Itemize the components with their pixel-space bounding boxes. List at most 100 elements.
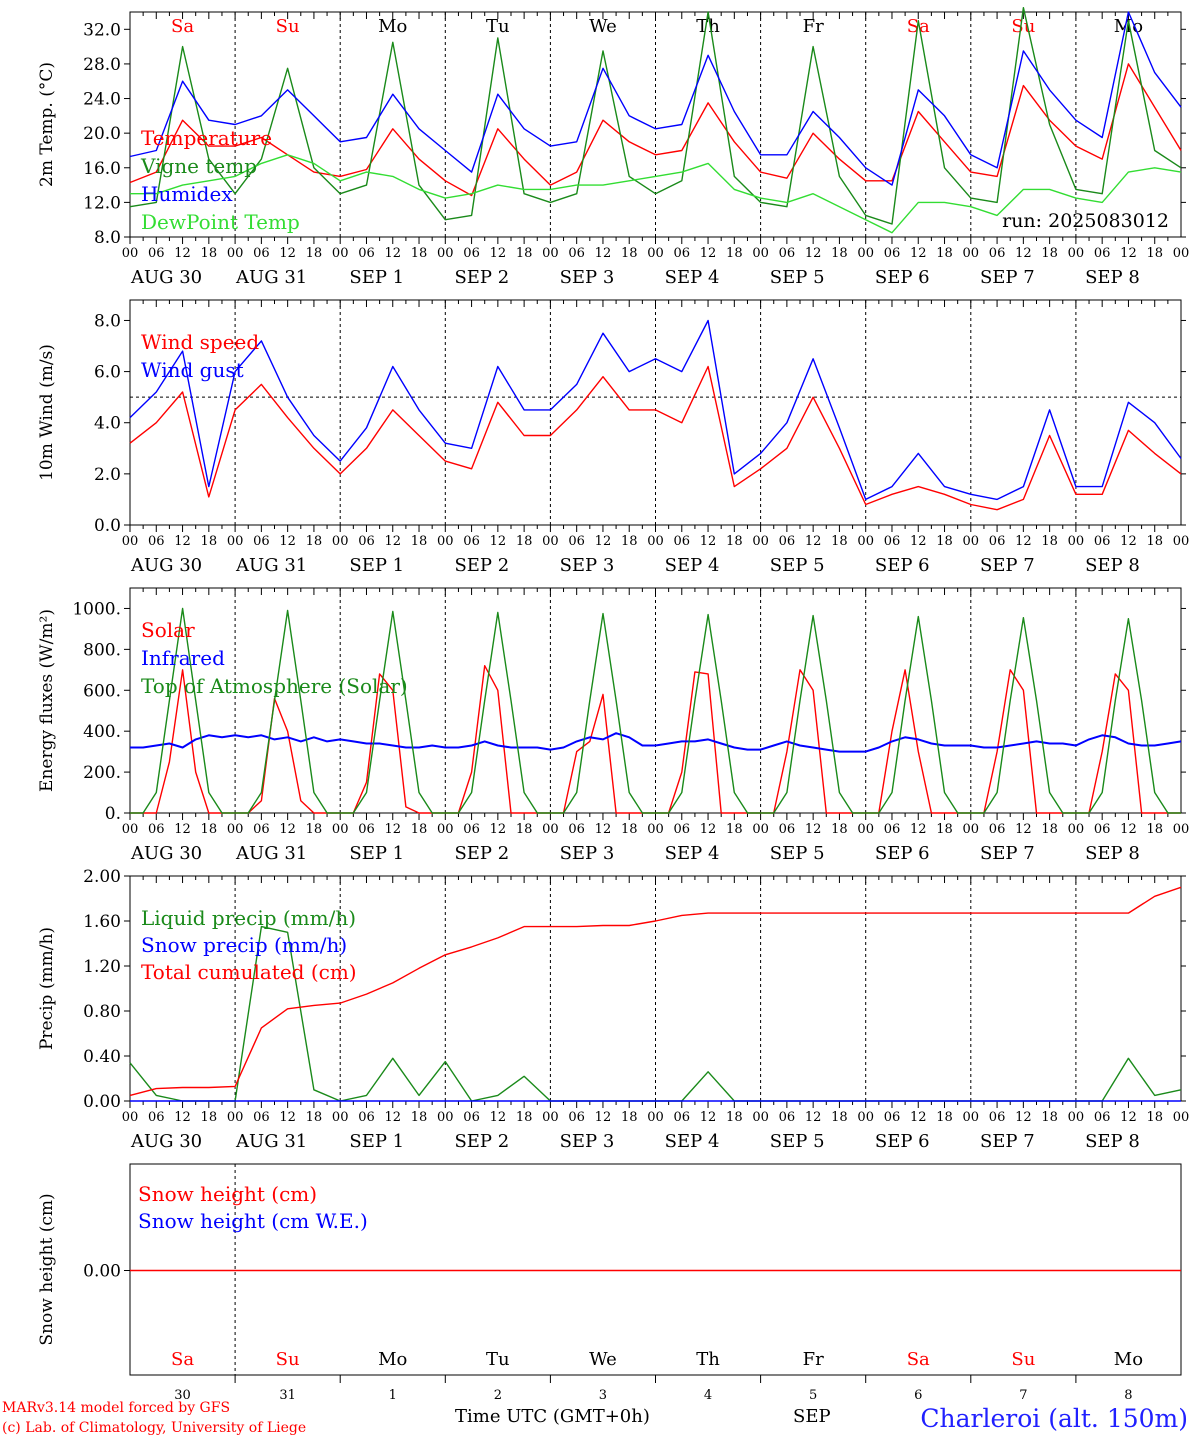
x-hour-label: 06 [884, 822, 901, 837]
series-line [129, 319, 1182, 501]
legend-entry: Wind gust [141, 358, 244, 382]
x-hour-label: 18 [1146, 246, 1163, 261]
x-date-label: SEP 8 [1085, 555, 1140, 576]
x-date-label: SEP 5 [770, 843, 825, 864]
x-hour-label: 00 [1173, 822, 1190, 837]
x-date-label: SEP 7 [980, 267, 1035, 288]
series-line [129, 886, 1182, 1097]
x-hour-label: 06 [358, 246, 375, 261]
x-hour-label: 12 [910, 534, 927, 549]
legend-entry: Temperature [141, 126, 272, 150]
x-hour-label: 00 [1173, 246, 1190, 261]
x-hour-label: 12 [384, 246, 401, 261]
legend-entry: DewPoint Temp [141, 210, 300, 234]
x-hour-label: 12 [1015, 822, 1032, 837]
x-hour-label: 00 [437, 1110, 454, 1125]
x-hour-label: 00 [542, 822, 559, 837]
x-hour-label: 06 [358, 1110, 375, 1125]
x-hour-label: 00 [857, 1110, 874, 1125]
chart-panel-2: 0.0 2.0 4.0 6.0 8.0 10m Wind (m/s) 00 06 12 18 AUG… [37, 299, 1189, 576]
day-number-label: 6 [914, 1388, 922, 1403]
x-hour-label: 06 [253, 246, 270, 261]
x-hour-label: 18 [1041, 534, 1058, 549]
x-hour-label: 18 [1146, 822, 1163, 837]
x-hour-label: 12 [1120, 822, 1137, 837]
x-hour-label: 00 [227, 1110, 244, 1125]
x-hour-label: 00 [857, 534, 874, 549]
x-hour-label: 00 [122, 1110, 139, 1125]
x-hour-label: 06 [884, 246, 901, 261]
x-hour-label: 12 [279, 246, 296, 261]
x-hour-label: 00 [752, 246, 769, 261]
x-hour-label: 06 [358, 822, 375, 837]
legend-entry: Solar [141, 618, 195, 642]
chart-panel-4: 0.00 0.40 0.80 1.20 1.60 2.00 Precip (mm/h) 00 0… [37, 867, 1189, 1152]
x-hour-label: 18 [936, 1110, 953, 1125]
x-hour-label: 12 [1015, 246, 1032, 261]
x-hour-label: 06 [568, 1110, 585, 1125]
month-label: SEP [793, 1406, 831, 1427]
x-date-label: SEP 7 [980, 555, 1035, 576]
x-date-label: SEP 8 [1085, 267, 1140, 288]
x-date-label: AUG 31 [235, 1131, 307, 1152]
x-date-label: SEP 7 [980, 1131, 1035, 1152]
weekday-label: Sa [907, 16, 930, 37]
x-hour-label: 00 [963, 1110, 980, 1125]
x-date-label: SEP 2 [454, 267, 509, 288]
x-hour-label: 06 [463, 534, 480, 549]
x-date-label: AUG 30 [130, 555, 202, 576]
x-hour-label: 06 [884, 1110, 901, 1125]
x-hour-label: 00 [122, 534, 139, 549]
x-date-label: SEP 2 [454, 555, 509, 576]
y-axis-label: Precip (mm/h) [37, 927, 57, 1050]
x-hour-label: 18 [516, 1110, 533, 1125]
legend-entry: Liquid precip (mm/h) [141, 906, 356, 930]
x-hour-label: 18 [726, 534, 743, 549]
x-hour-label: 00 [332, 534, 349, 549]
x-date-label: SEP 8 [1085, 843, 1140, 864]
weekday-label: Th [696, 1349, 720, 1370]
x-hour-label: 18 [1146, 534, 1163, 549]
y-tick-label: 800. [83, 640, 121, 660]
x-hour-label: 06 [674, 534, 691, 549]
x-hour-label: 06 [253, 534, 270, 549]
x-hour-label: 06 [674, 246, 691, 261]
weekday-label: We [589, 1349, 617, 1370]
x-hour-label: 18 [411, 534, 428, 549]
x-hour-label: 18 [516, 534, 533, 549]
legend-entry: Top of Atmosphere (Solar) [141, 674, 408, 698]
x-hour-label: 18 [831, 1110, 848, 1125]
y-tick-label: 16.0 [83, 159, 121, 179]
y-tick-label: 4.0 [94, 414, 121, 434]
x-hour-label: 18 [1041, 1110, 1058, 1125]
weekday-label: Sa [171, 16, 194, 37]
x-hour-label: 12 [700, 246, 717, 261]
y-tick-label: 2.00 [83, 867, 121, 887]
x-hour-label: 18 [1041, 246, 1058, 261]
x-hour-label: 18 [726, 1110, 743, 1125]
x-date-label: SEP 8 [1085, 1131, 1140, 1152]
weekday-label: We [589, 16, 617, 37]
x-hour-label: 18 [516, 246, 533, 261]
chart-panel-5: 0.00 Snow height (cm) Snow height (cm) Snow… [37, 1163, 1182, 1403]
x-date-label: AUG 30 [130, 843, 202, 864]
y-tick-label: 0.80 [83, 1002, 121, 1022]
weekday-label: Fr [803, 1349, 824, 1370]
x-hour-label: 12 [279, 822, 296, 837]
x-hour-label: 12 [174, 822, 191, 837]
x-date-label: AUG 30 [130, 1131, 202, 1152]
x-axis-label: Time UTC (GMT+0h) [455, 1406, 650, 1427]
x-hour-label: 00 [857, 822, 874, 837]
x-date-label: SEP 7 [980, 843, 1035, 864]
x-hour-label: 00 [752, 534, 769, 549]
x-hour-label: 06 [779, 534, 796, 549]
series-line [130, 607, 1181, 814]
x-hour-label: 06 [253, 822, 270, 837]
x-hour-label: 18 [201, 246, 218, 261]
x-hour-label: 00 [963, 534, 980, 549]
x-date-label: SEP 3 [560, 267, 615, 288]
y-axis-label: 2m Temp. (°C) [37, 62, 57, 187]
x-hour-label: 18 [411, 1110, 428, 1125]
x-hour-label: 06 [568, 534, 585, 549]
legend-entry: Vigne temp [140, 154, 257, 178]
